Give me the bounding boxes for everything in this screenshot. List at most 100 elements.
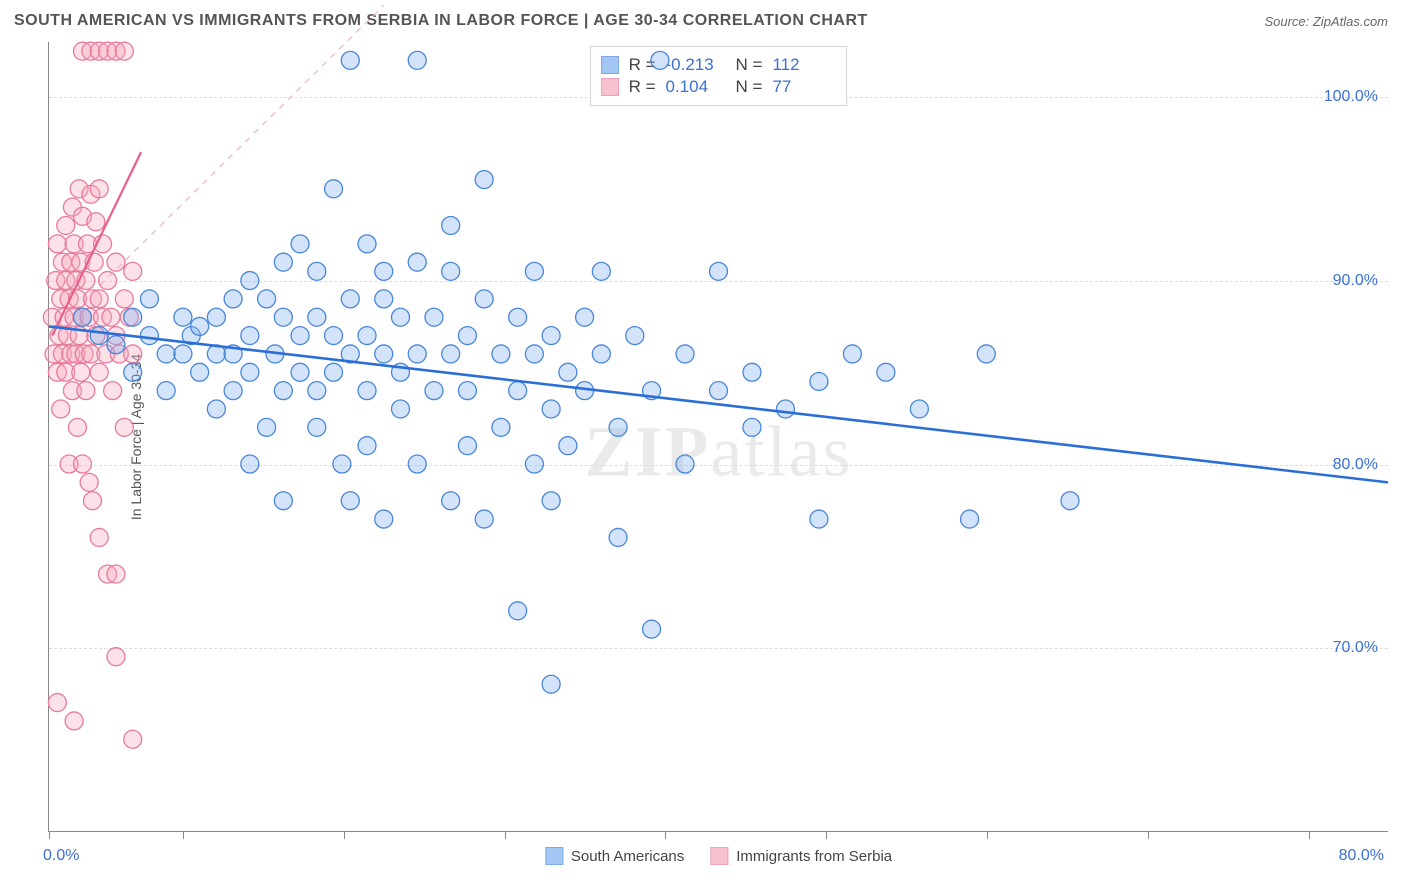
- x-axis-max-label: 80.0%: [1339, 847, 1384, 865]
- data-point-blue: [391, 308, 409, 326]
- data-point-blue: [475, 290, 493, 308]
- data-point-blue: [325, 180, 343, 198]
- legend-swatch-pink: [710, 847, 728, 865]
- data-point-blue: [525, 262, 543, 280]
- data-point-pink: [107, 253, 125, 271]
- data-point-blue: [442, 345, 460, 363]
- x-tick: [183, 831, 184, 839]
- data-point-blue: [877, 363, 895, 381]
- data-point-blue: [308, 382, 326, 400]
- data-point-blue: [308, 308, 326, 326]
- x-tick: [1148, 831, 1149, 839]
- x-tick: [826, 831, 827, 839]
- data-point-blue: [291, 235, 309, 253]
- data-point-blue: [124, 363, 142, 381]
- data-point-blue: [341, 51, 359, 69]
- data-point-blue: [425, 308, 443, 326]
- data-point-blue: [73, 308, 91, 326]
- data-point-blue: [492, 418, 510, 436]
- data-point-blue: [509, 602, 527, 620]
- x-tick: [987, 831, 988, 839]
- data-point-blue: [676, 455, 694, 473]
- data-point-blue: [325, 327, 343, 345]
- data-point-blue: [174, 345, 192, 363]
- data-point-blue: [651, 51, 669, 69]
- data-point-pink: [107, 565, 125, 583]
- data-point-blue: [358, 437, 376, 455]
- data-point-pink: [90, 290, 108, 308]
- data-point-blue: [191, 363, 209, 381]
- data-point-blue: [274, 492, 292, 510]
- data-point-pink: [65, 712, 83, 730]
- x-tick: [49, 831, 50, 839]
- data-point-blue: [241, 272, 259, 290]
- data-point-blue: [458, 437, 476, 455]
- series-legend: South Americans Immigrants from Serbia: [545, 847, 892, 865]
- data-point-blue: [124, 308, 142, 326]
- data-point-blue: [442, 262, 460, 280]
- legend-item-pink: Immigrants from Serbia: [710, 847, 892, 865]
- data-point-blue: [157, 345, 175, 363]
- data-point-blue: [559, 363, 577, 381]
- data-point-blue: [776, 400, 794, 418]
- data-point-blue: [375, 262, 393, 280]
- data-point-blue: [408, 345, 426, 363]
- data-point-blue: [542, 327, 560, 345]
- data-point-blue: [358, 382, 376, 400]
- data-point-blue: [341, 290, 359, 308]
- data-point-blue: [241, 455, 259, 473]
- data-point-blue: [408, 253, 426, 271]
- x-tick: [1309, 831, 1310, 839]
- data-point-blue: [258, 290, 276, 308]
- data-point-pink: [124, 730, 142, 748]
- data-point-pink: [115, 418, 133, 436]
- data-point-blue: [643, 620, 661, 638]
- data-point-pink: [115, 290, 133, 308]
- x-tick: [344, 831, 345, 839]
- data-point-blue: [358, 235, 376, 253]
- data-point-blue: [525, 455, 543, 473]
- data-point-pink: [124, 345, 142, 363]
- data-point-blue: [609, 528, 627, 546]
- data-point-pink: [77, 382, 95, 400]
- data-point-pink: [87, 213, 105, 231]
- data-point-blue: [308, 262, 326, 280]
- source-label: Source: ZipAtlas.com: [1264, 14, 1388, 29]
- data-point-pink: [90, 528, 108, 546]
- data-point-blue: [375, 510, 393, 528]
- data-point-blue: [1061, 492, 1079, 510]
- data-point-blue: [542, 400, 560, 418]
- data-point-blue: [391, 400, 409, 418]
- data-point-blue: [576, 308, 594, 326]
- chart-svg: [49, 42, 1388, 831]
- data-point-blue: [843, 345, 861, 363]
- data-point-pink: [90, 180, 108, 198]
- data-point-pink: [90, 363, 108, 381]
- data-point-blue: [458, 382, 476, 400]
- x-tick: [505, 831, 506, 839]
- data-point-blue: [743, 363, 761, 381]
- data-point-blue: [676, 345, 694, 363]
- data-point-blue: [609, 418, 627, 436]
- legend-label-blue: South Americans: [571, 848, 684, 865]
- data-point-pink: [72, 363, 90, 381]
- data-point-blue: [458, 327, 476, 345]
- data-point-blue: [509, 308, 527, 326]
- data-point-blue: [559, 437, 577, 455]
- plot-area: In Labor Force | Age 30-34 ZIPatlas 70.0…: [48, 42, 1388, 832]
- data-point-blue: [341, 492, 359, 510]
- data-point-blue: [157, 382, 175, 400]
- legend-label-pink: Immigrants from Serbia: [736, 848, 892, 865]
- x-axis-min-label: 0.0%: [43, 847, 79, 865]
- data-point-pink: [68, 418, 86, 436]
- data-point-pink: [48, 235, 66, 253]
- chart-title: SOUTH AMERICAN VS IMMIGRANTS FROM SERBIA…: [14, 12, 868, 30]
- data-point-blue: [475, 510, 493, 528]
- data-point-blue: [961, 510, 979, 528]
- data-point-blue: [174, 308, 192, 326]
- data-point-blue: [274, 308, 292, 326]
- data-point-pink: [104, 382, 122, 400]
- data-point-blue: [274, 382, 292, 400]
- data-point-blue: [375, 290, 393, 308]
- data-point-blue: [191, 317, 209, 335]
